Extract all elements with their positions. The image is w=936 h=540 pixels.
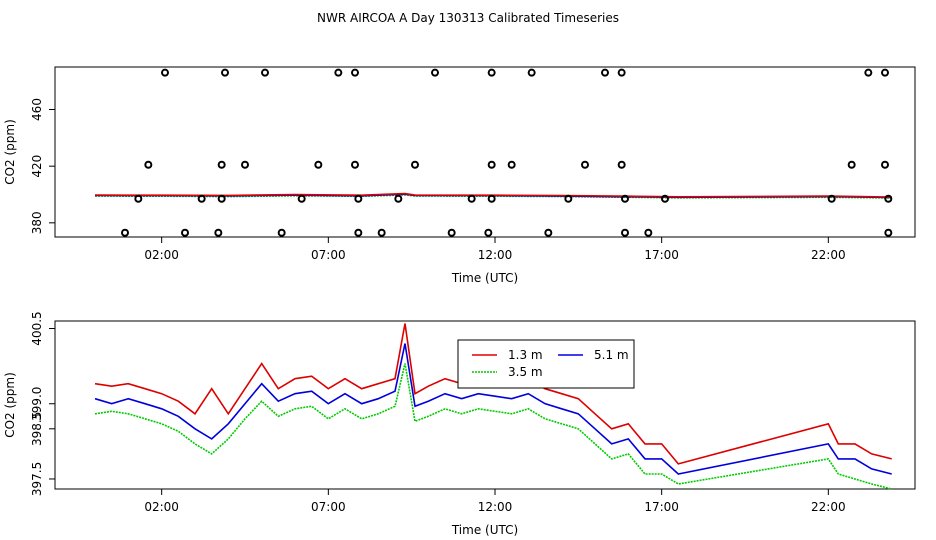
scatter-point [884, 194, 893, 203]
scatter-point [617, 68, 626, 77]
series-line-1-3-m [94, 192, 892, 198]
scatter-point [411, 160, 419, 169]
scatter-point [827, 194, 836, 203]
x-tick-label: 07:00 [311, 248, 346, 262]
y-tick-label: 397.5 [30, 462, 44, 496]
scatter-point [661, 194, 669, 203]
scatter-point [161, 68, 169, 77]
scatter-point [564, 194, 573, 203]
scatter-point [261, 68, 269, 77]
y-tick-label: 400.5 [30, 311, 44, 345]
series-line-1-3-m [94, 323, 892, 465]
scatter-point [181, 228, 189, 237]
x-tick-label: 22:00 [811, 248, 846, 262]
scatter-point [881, 68, 889, 77]
y-tick-label: 380 [30, 211, 44, 234]
scatter-point [527, 68, 536, 77]
y-tick-label: 399.0 [30, 387, 44, 421]
scatter-point [351, 160, 359, 169]
bottom-x-axis-label: Time (UTC) [451, 523, 518, 537]
x-tick-label: 02:00 [144, 500, 179, 514]
scatter-point [277, 228, 286, 237]
scatter-point [864, 68, 873, 77]
scatter-point [581, 160, 589, 169]
scatter-point [314, 160, 323, 169]
x-tick-label: 07:00 [311, 500, 346, 514]
scatter-point [507, 160, 516, 169]
scatter-point [447, 228, 456, 237]
scatter-point [354, 228, 363, 237]
scatter-point [394, 194, 403, 203]
scatter-point [601, 68, 609, 77]
legend: 1.3 m 5.1 m 3.5 m [457, 339, 635, 389]
scatter-point [644, 228, 653, 237]
legend-box [457, 339, 635, 389]
bottom-plot-frame [54, 320, 916, 490]
y-tick-label: 398.5 [30, 412, 44, 446]
y-tick-label: 460 [30, 98, 44, 121]
scatter-point [484, 228, 493, 237]
legend-label-5-1m: 5.1 m [594, 348, 629, 362]
top-x-axis-label: Time (UTC) [451, 271, 518, 285]
scatter-point [487, 68, 496, 77]
scatter-point [144, 160, 153, 169]
scatter-point [134, 194, 143, 203]
scatter-point [431, 68, 439, 77]
scatter-point [334, 68, 343, 77]
top-panel: Time (UTC) CO2 (ppm) 02:00 07:00 12:00 17:0… [3, 66, 916, 285]
y-tick-label: 420 [30, 155, 44, 178]
scatter-point [197, 194, 206, 203]
scatter-point [214, 228, 223, 237]
scatter-point [884, 228, 893, 237]
scatter-point [297, 194, 306, 203]
x-tick-label: 12:00 [478, 248, 513, 262]
scatter-point [217, 160, 226, 169]
x-tick-label: 02:00 [144, 248, 179, 262]
bottom-panel: Time (UTC) CO2 (ppm) 02:00 07:00 12:00 17:0… [3, 311, 916, 537]
scatter-point [217, 194, 226, 203]
x-tick-label: 17:00 [644, 500, 679, 514]
bottom-y-axis-label: CO2 (ppm) [3, 372, 17, 438]
scatter-point [241, 160, 249, 169]
scatter-point [467, 194, 476, 203]
scatter-point [354, 194, 363, 203]
scatter-point [221, 68, 229, 77]
top-y-axis-label: CO2 (ppm) [3, 119, 17, 185]
series-line-3-5-m [94, 363, 892, 490]
scatter-point [617, 160, 626, 169]
scatter-point [377, 228, 386, 237]
scatter-point [487, 194, 496, 203]
chart-title: NWR AIRCOA A Day 130313 Calibrated Times… [317, 11, 619, 25]
scatter-point [487, 160, 496, 169]
legend-label-1-3m: 1.3 m [508, 348, 543, 362]
scatter-point [621, 228, 629, 237]
scatter-point [881, 160, 889, 169]
x-tick-label: 12:00 [478, 500, 513, 514]
scatter-point [351, 68, 359, 77]
scatter-point [121, 228, 129, 237]
x-tick-label: 17:00 [644, 248, 679, 262]
legend-label-3-5m: 3.5 m [508, 365, 543, 379]
x-tick-label: 22:00 [811, 500, 846, 514]
scatter-point [621, 194, 629, 203]
series-line-5-1-m [94, 343, 892, 475]
top-plot-frame [54, 66, 916, 238]
scatter-point [847, 160, 856, 169]
scatter-point [544, 228, 553, 237]
